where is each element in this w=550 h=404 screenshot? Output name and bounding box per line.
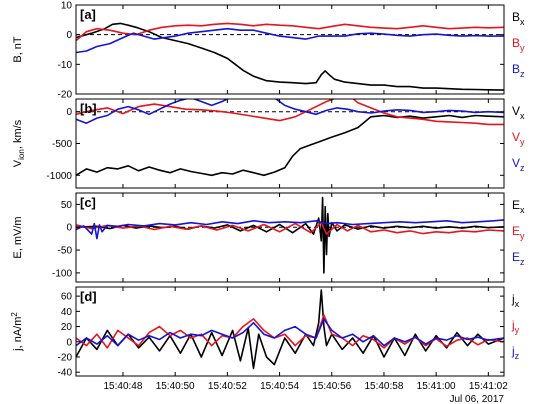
- x-tick-label: 15:41:00: [417, 381, 456, 392]
- y-tick-label: -40: [58, 368, 73, 379]
- date-label: Jul 06, 2017: [450, 394, 505, 404]
- legend-Ey: Ey: [512, 224, 525, 241]
- y-tick-label: -100: [52, 268, 72, 279]
- y-tick-label: 60: [61, 292, 73, 303]
- series-line-jz: [76, 318, 504, 347]
- series-line-Ey: [76, 221, 504, 235]
- legend-Vy: Vy: [512, 130, 525, 147]
- panel-label: [a]: [80, 7, 96, 22]
- panel-label: [d]: [80, 289, 97, 304]
- legend-Vx: Vx: [512, 104, 525, 121]
- panel-2: -1000 -500 0 [b] Vion, km/s Vx Vy Vz: [12, 98, 525, 189]
- y-tick-label: -1000: [46, 171, 72, 182]
- y-tick-label: 0: [66, 337, 72, 348]
- x-tick-label: 15:40:50: [156, 381, 195, 392]
- y-tick-label: 0: [66, 223, 72, 234]
- panel-label: [b]: [80, 101, 97, 116]
- legend-jx: jx: [511, 292, 520, 309]
- plot-frame: [75, 286, 505, 377]
- y-axis-label: j, nA/m2: [10, 312, 24, 352]
- series-line-Ex: [76, 196, 504, 274]
- plot-frame: [75, 192, 505, 283]
- legend-Bx: Bx: [512, 10, 525, 27]
- series-line-Vz: [76, 99, 504, 124]
- y-tick-label: 20: [61, 322, 73, 333]
- x-tick-label: 15:40:52: [208, 381, 247, 392]
- y-tick-label: -500: [52, 139, 72, 150]
- series-line-Ez: [76, 219, 504, 240]
- series-group: [76, 289, 504, 370]
- series-group: [76, 22, 504, 91]
- legend-jz: jz: [511, 344, 520, 361]
- y-tick-label: -10: [58, 60, 73, 71]
- series-group: [76, 99, 504, 177]
- y-tick-label: 0: [66, 107, 72, 118]
- y-tick-label: -50: [58, 246, 73, 257]
- series-line-Vy: [76, 99, 504, 126]
- x-tick-label: 15:41:02: [469, 381, 508, 392]
- x-tick-label: 15:40:48: [104, 381, 143, 392]
- y-tick-label: 10: [61, 1, 73, 12]
- plot-frame: [75, 4, 505, 95]
- legend-Ex: Ex: [512, 198, 525, 215]
- x-tick-label: 15:40:58: [364, 381, 403, 392]
- series-line-By: [76, 22, 504, 42]
- legend-By: By: [512, 36, 525, 53]
- y-tick-label: 50: [61, 200, 73, 211]
- y-axis-label: B, nT: [12, 36, 24, 63]
- legend-Ez: Ez: [512, 250, 525, 267]
- y-tick-label: -20: [58, 352, 73, 363]
- x-tick-label: 15:40:54: [260, 381, 299, 392]
- panel-1: -20 -10 0 10 [a] B, nT Bx By Bz: [12, 1, 525, 101]
- y-tick-label: -20: [58, 90, 73, 101]
- y-tick-label: 40: [61, 307, 73, 318]
- panel-4: -40 -20 0 20 40 60 [d] j, nA/m2 jx jy jz: [10, 286, 520, 379]
- y-axis-label: Vion, km/s: [12, 119, 26, 167]
- x-tick-label: 15:40:56: [312, 381, 351, 392]
- series-line-Vx: [76, 114, 504, 177]
- legend-jy: jy: [511, 318, 520, 335]
- panel-label: [c]: [80, 195, 96, 210]
- legend-Vz: Vz: [512, 156, 525, 173]
- y-axis-label: E, mV/m: [12, 216, 24, 258]
- legend-Bz: Bz: [512, 62, 525, 79]
- plot-frame: [75, 98, 505, 189]
- series-line-jy: [76, 314, 504, 349]
- series-line-Bx: [76, 22, 504, 91]
- y-tick-label: 0: [66, 30, 72, 41]
- series-group: [76, 196, 504, 274]
- panel-3: -100 -50 0 50 [c] E, mV/m Ex Ey Ez: [12, 192, 525, 283]
- series-line-Bz: [76, 27, 504, 54]
